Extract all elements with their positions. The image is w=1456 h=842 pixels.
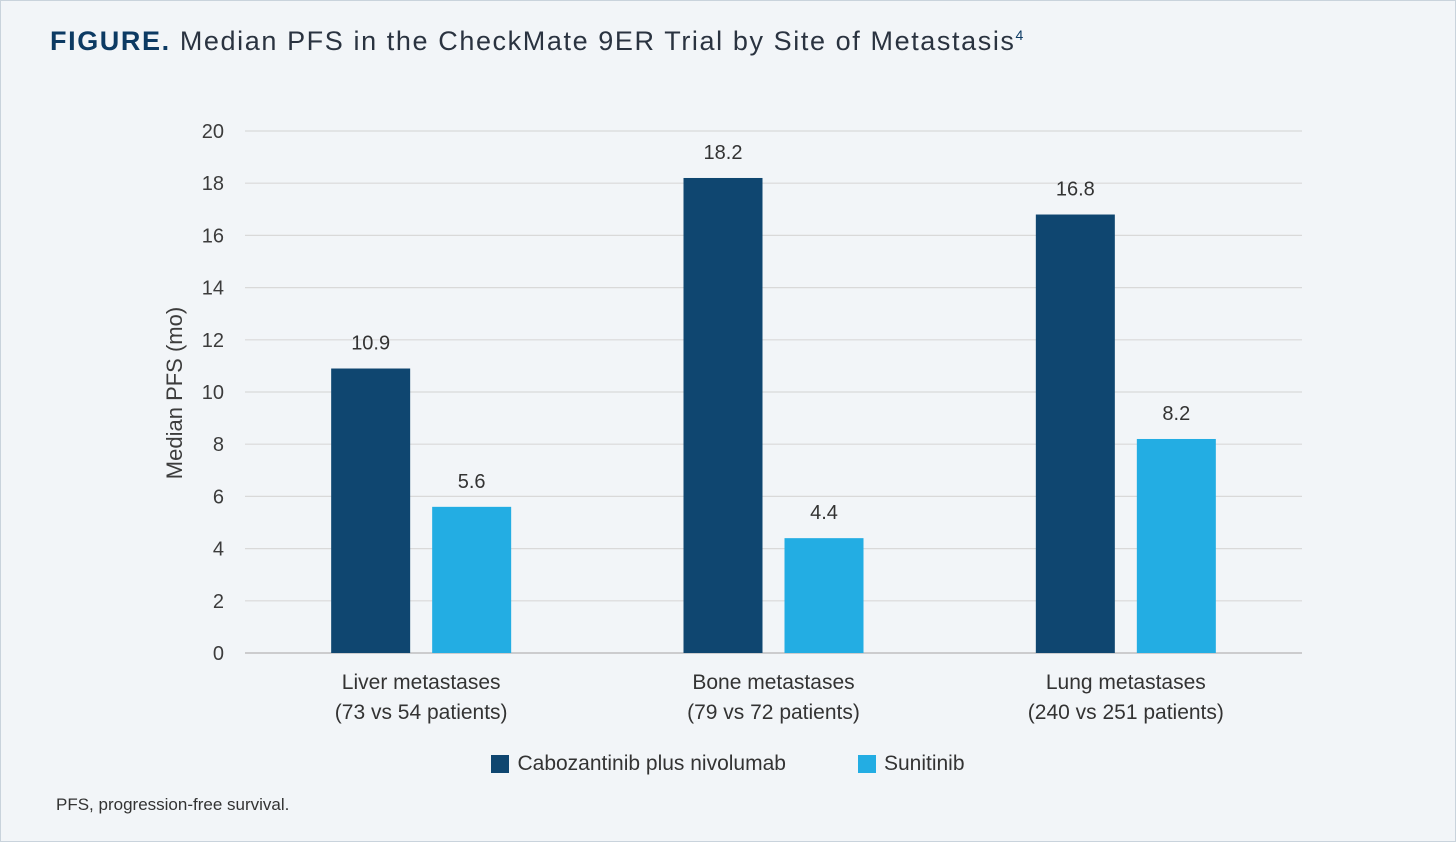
y-tick-label: 2 bbox=[213, 591, 224, 613]
data-label: 5.6 bbox=[458, 471, 486, 493]
data-label: 16.8 bbox=[1056, 179, 1095, 201]
legend: Cabozantinib plus nivolumab Sunitinib bbox=[0, 752, 1456, 776]
bar-cabozantinib bbox=[683, 177, 763, 654]
legend-swatch-cabozantinib bbox=[491, 755, 510, 773]
x-category-sublabel: (73 vs 54 patients) bbox=[335, 701, 508, 724]
figure-title-lead: FIGURE. bbox=[50, 26, 171, 56]
x-category-sublabel: (79 vs 72 patients) bbox=[687, 701, 860, 724]
y-tick-label: 4 bbox=[213, 539, 224, 561]
data-label: 10.9 bbox=[351, 333, 390, 355]
legend-swatch-sunitinib bbox=[857, 755, 876, 773]
bar-cabozantinib bbox=[331, 368, 411, 653]
y-tick-label: 14 bbox=[202, 278, 224, 300]
y-tick-label: 16 bbox=[202, 225, 224, 247]
legend-item-cabozantinib: Cabozantinib plus nivolumab bbox=[491, 752, 786, 776]
bar-sunitinib bbox=[432, 506, 512, 653]
legend-label-cabozantinib: Cabozantinib plus nivolumab bbox=[517, 752, 786, 775]
y-tick-label: 20 bbox=[202, 121, 224, 143]
data-label: 18.2 bbox=[704, 142, 743, 164]
figure-title-reference: 4 bbox=[1015, 27, 1025, 43]
y-tick-label: 8 bbox=[213, 434, 224, 456]
y-tick-label: 12 bbox=[202, 330, 224, 352]
x-category-label: Liver metastases bbox=[342, 671, 501, 694]
figure-title-text: Median PFS in the CheckMate 9ER Trial by… bbox=[179, 26, 1016, 56]
y-tick-label: 18 bbox=[202, 173, 224, 195]
y-tick-label: 0 bbox=[213, 643, 224, 665]
x-category-sublabel: (240 vs 251 patients) bbox=[1028, 701, 1224, 724]
data-label: 4.4 bbox=[810, 502, 838, 524]
x-category-label: Lung metastases bbox=[1046, 671, 1206, 694]
y-tick-label: 6 bbox=[213, 486, 224, 508]
figure-title: FIGURE. Median PFS in the CheckMate 9ER … bbox=[50, 26, 1025, 57]
bar-cabozantinib bbox=[1035, 214, 1115, 653]
y-tick-label: 10 bbox=[202, 382, 224, 404]
data-label: 8.2 bbox=[1162, 403, 1190, 425]
legend-item-sunitinib: Sunitinib bbox=[857, 752, 965, 776]
bar-sunitinib bbox=[1136, 438, 1216, 653]
y-axis-label: Median PFS (mo) bbox=[162, 306, 187, 480]
bar-sunitinib bbox=[784, 538, 864, 653]
footnote: PFS, progression-free survival. bbox=[56, 795, 290, 814]
legend-label-sunitinib: Sunitinib bbox=[883, 752, 965, 775]
x-category-label: Bone metastases bbox=[692, 671, 854, 694]
